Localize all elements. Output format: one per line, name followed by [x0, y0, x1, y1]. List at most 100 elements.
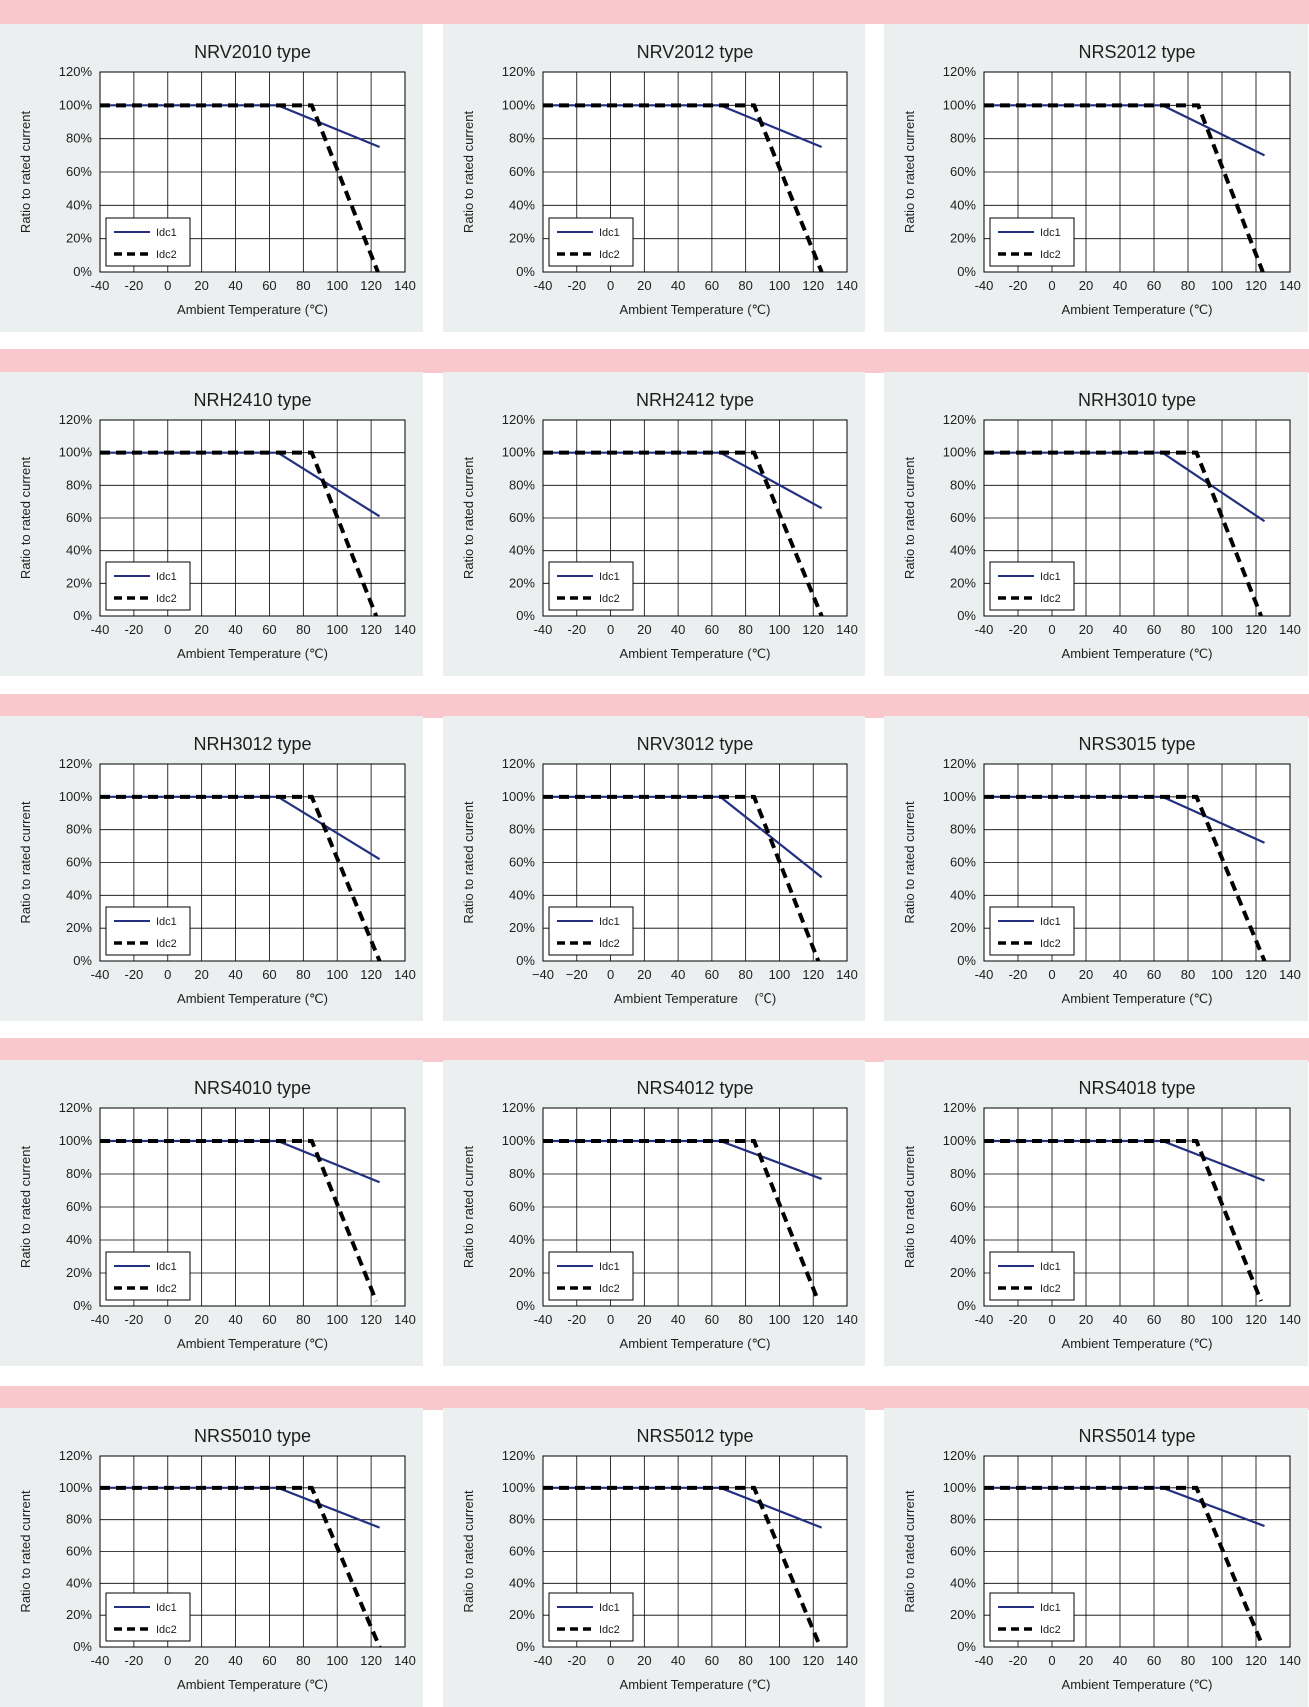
x-tick-label: 100 [769, 1312, 791, 1327]
y-tick-label: 80% [509, 1166, 535, 1181]
chart-title: NRS3015 type [1078, 734, 1195, 754]
y-axis-label: Ratio to rated current [902, 111, 917, 234]
legend-label-idc1: Idc1 [599, 227, 620, 239]
y-tick-label: 80% [66, 822, 92, 837]
y-tick-label: 60% [950, 164, 976, 179]
x-tick-label: 80 [1181, 1653, 1195, 1668]
x-tick-label: -40 [975, 1653, 994, 1668]
legend-label-idc2: Idc2 [1040, 593, 1061, 605]
y-tick-label: 100% [502, 97, 536, 112]
x-tick-label: 60 [262, 1312, 276, 1327]
y-tick-label: 100% [502, 1133, 536, 1148]
chart-panel: NRS4012 type -40 -20 0 20 40 60 80 100 120 140 0% 20… [443, 1060, 865, 1366]
legend-box [990, 1252, 1074, 1300]
y-tick-label: 100% [943, 97, 977, 112]
chart-panel: NRS5012 type -40 -20 0 20 40 60 80 100 120 140 0% 20… [443, 1408, 865, 1707]
y-axis-label: Ratio to rated current [461, 801, 476, 924]
legend-label-idc2: Idc2 [156, 1283, 177, 1295]
x-axis-label: Ambient Temperature (℃) [177, 302, 328, 317]
y-tick-label: 60% [66, 510, 92, 525]
chart-title: NRS4018 type [1078, 1078, 1195, 1098]
legend-label-idc1: Idc1 [599, 1261, 620, 1273]
y-tick-label: 80% [509, 477, 535, 492]
y-tick-label: 80% [950, 477, 976, 492]
x-tick-label: 120 [360, 622, 382, 637]
y-tick-label: 120% [502, 64, 536, 79]
x-tick-label: 140 [1279, 1653, 1301, 1668]
x-tick-label: 40 [1113, 278, 1127, 293]
x-tick-label: 140 [394, 1653, 416, 1668]
x-tick-label: -40 [975, 1312, 994, 1327]
y-tick-label: 20% [66, 1265, 92, 1280]
x-tick-label: -40 [975, 967, 994, 982]
x-tick-label: 0 [1048, 967, 1055, 982]
legend-box [990, 218, 1074, 266]
y-tick-label: 120% [502, 412, 536, 427]
y-tick-label: 40% [950, 197, 976, 212]
x-tick-label: 120 [1245, 1653, 1267, 1668]
y-tick-label: 0% [516, 953, 535, 968]
legend-box [990, 562, 1074, 610]
x-tick-label: 60 [705, 622, 719, 637]
y-tick-label: 100% [943, 1133, 977, 1148]
chart-panel: NRV3012 type −40 −20 0 20 40 60 80 100 120 140 0% 20… [443, 716, 865, 1021]
derating-chart: NRS3015 type-40 -20 0 20 40 60 80 100 120 1400%20… [884, 716, 1308, 1021]
x-tick-label: 0 [1048, 1312, 1055, 1327]
x-tick-label: 100 [769, 967, 791, 982]
y-tick-label: 40% [509, 1232, 535, 1247]
derating-chart: NRS5014 type -40 -20 0 20 40 60 80 100 120 140 0% 20… [884, 1408, 1308, 1707]
y-tick-label: 0% [73, 1639, 92, 1654]
x-axis-label: Ambient Temperature (℃) [1062, 1336, 1213, 1351]
legend-label-idc1: Idc1 [156, 571, 177, 583]
x-tick-label: 0 [1048, 622, 1055, 637]
x-tick-label: 120 [802, 622, 824, 637]
y-tick-label: 40% [66, 197, 92, 212]
chart-panel: NRH2412 type -40 -20 0 20 40 60 80 100 120 140 0% 20… [443, 372, 865, 676]
chart-panel: NRH2410 type -40 -20 0 20 40 60 80 100 120 140 0% 20… [0, 372, 423, 676]
x-tick-label: 120 [802, 278, 824, 293]
x-tick-label: 40 [1113, 967, 1127, 982]
x-tick-label: -40 [91, 1653, 110, 1668]
x-tick-label: 120 [802, 1312, 824, 1327]
x-tick-label: 100 [1211, 1312, 1233, 1327]
x-tick-label: 100 [326, 622, 348, 637]
y-axis-label: Ratio to rated current [902, 801, 917, 924]
x-tick-label: -40 [91, 1312, 110, 1327]
x-tick-label: 0 [164, 622, 171, 637]
y-tick-label: 120% [59, 1100, 93, 1115]
legend-label-idc1: Idc1 [1040, 916, 1061, 928]
legend-box [549, 907, 633, 955]
y-axis-label: Ratio to rated current [902, 1490, 917, 1613]
y-tick-label: 40% [66, 1575, 92, 1590]
chart-title: NRS5014 type [1078, 1426, 1195, 1446]
legend-label-idc1: Idc1 [156, 916, 177, 928]
x-axis-label: Ambient Temperature (℃) [614, 991, 776, 1006]
y-tick-label: 100% [59, 1133, 93, 1148]
y-tick-label: 20% [950, 1607, 976, 1622]
x-axis-label: Ambient Temperature (℃) [1062, 991, 1213, 1006]
y-tick-label: 0% [516, 1298, 535, 1313]
y-tick-label: 60% [950, 510, 976, 525]
y-axis-label: Ratio to rated current [461, 111, 476, 234]
chart-title: NRH2412 type [636, 390, 754, 410]
legend-box [106, 218, 190, 266]
legend-label-idc1: Idc1 [1040, 571, 1061, 583]
derating-chart: NRS5010 type-40 -20 0 20 40 60 80 100 120 1400%20… [0, 1408, 423, 1707]
x-tick-label: 120 [1245, 967, 1267, 982]
x-tick-label: 20 [637, 967, 651, 982]
x-tick-label: -20 [124, 622, 143, 637]
y-tick-label: 80% [509, 131, 535, 146]
derating-chart: NRS4010 type-40 -20 0 20 40 60 80 100 120 1400%20… [0, 1060, 423, 1366]
x-tick-label: 0 [164, 278, 171, 293]
y-tick-label: 80% [950, 131, 976, 146]
section-band [0, 1038, 1309, 1062]
x-tick-label: 80 [296, 967, 310, 982]
x-tick-label: 40 [1113, 622, 1127, 637]
y-axis-label: Ratio to rated current [18, 1146, 33, 1269]
chart-title: NRS2012 type [1078, 42, 1195, 62]
legend-box [549, 1593, 633, 1641]
y-tick-label: 120% [943, 1100, 977, 1115]
chart-panel: NRS5014 type -40 -20 0 20 40 60 80 100 120 140 0% 20… [884, 1408, 1308, 1707]
legend-label-idc2: Idc2 [156, 593, 177, 605]
x-tick-label: 60 [705, 967, 719, 982]
